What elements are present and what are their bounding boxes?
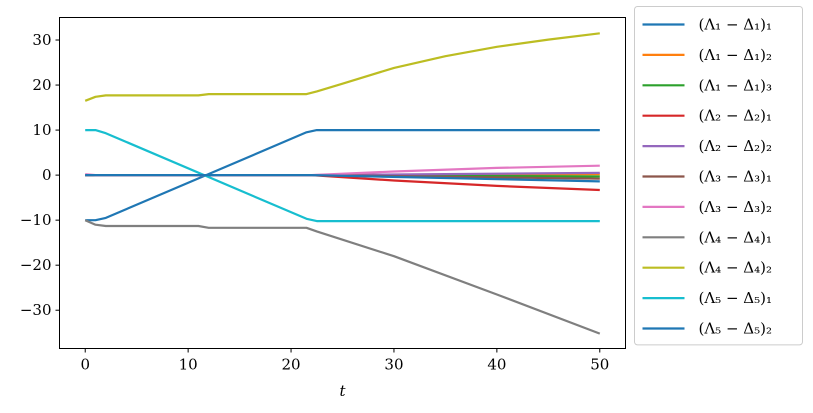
x-axis-label: t [339,382,346,400]
y-tick-label: 0 [42,166,52,184]
x-tick-label: 30 [384,356,403,374]
x-axis: 0 10 20 30 40 50 [80,348,609,374]
legend-label: (Λ₂ − Δ₂)₂ [699,137,773,155]
series-layer [84,32,601,335]
series-line-8 [84,219,601,335]
legend-label: (Λ₁ − Δ₁)₁ [699,16,773,34]
legend-label: (Λ₁ − Δ₁)₃ [699,76,773,94]
y-tick-label: 20 [32,76,51,94]
series-line-11 [85,174,600,183]
x-tick-label: 20 [281,356,300,374]
x-tick-label: 50 [590,356,609,374]
legend-label: (Λ₄ − Δ₄)₁ [699,228,773,246]
x-tick-label: 10 [179,356,198,374]
legend-label: (Λ₄ − Δ₄)₂ [699,259,773,277]
x-tick-label: 40 [487,356,506,374]
x-tick-label: 0 [80,356,90,374]
y-axis: −30 −20 −10 0 10 20 30 [20,31,60,319]
legend-label: (Λ₃ − Δ₃)₂ [699,198,773,216]
legend-label: (Λ₅ − Δ₅)₁ [699,289,773,307]
y-tick-label: 10 [32,121,51,139]
y-tick-label: −10 [20,211,52,229]
legend-label: (Λ₂ − Δ₂)₁ [699,107,773,125]
y-tick-label: −20 [20,256,52,274]
plot-frame [59,17,626,349]
legend-box [634,6,803,346]
series-line-9 [84,32,600,102]
y-tick-label: −30 [20,301,52,319]
y-tick-label: 30 [32,31,51,49]
legend: (Λ₁ − Δ₁)₁ (Λ₁ − Δ₁)₂ (Λ₁ − Δ₁)₃ (Λ₂ − Δ₂)₁… [634,6,803,346]
legend-label: (Λ₁ − Δ₁)₂ [699,46,773,64]
legend-label: (Λ₅ − Δ₅)₂ [699,320,773,338]
legend-label: (Λ₃ − Δ₃)₁ [699,168,773,186]
